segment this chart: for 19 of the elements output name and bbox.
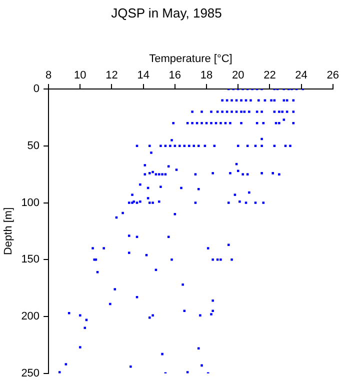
y-tick-label: 100: [21, 196, 40, 209]
x-tick-label: 16: [168, 69, 182, 82]
chart-title: JQSP in May, 1985: [111, 5, 222, 20]
y-axis-title: Depth [m]: [2, 207, 15, 256]
x-tick-label: 22: [264, 69, 276, 82]
x-tick-label: 10: [74, 69, 86, 82]
x-tick-label: 12: [106, 69, 118, 82]
y-tick-label: 200: [21, 310, 40, 323]
y-tick-label: 50: [27, 140, 40, 152]
x-tick-label: 14: [137, 69, 150, 82]
y-tick-label: 0: [33, 83, 40, 96]
y-tick-label: 150: [21, 254, 40, 266]
y-tick-label: 250: [21, 367, 40, 380]
x-tick-label: 20: [232, 69, 244, 82]
x-tick-label: 24: [295, 69, 308, 82]
x-tick-label: 18: [200, 69, 213, 82]
x-tick-label: 26: [326, 69, 340, 82]
x-tick-label: 8: [45, 69, 52, 82]
x-axis-title: Temperature [°C]: [149, 53, 232, 66]
